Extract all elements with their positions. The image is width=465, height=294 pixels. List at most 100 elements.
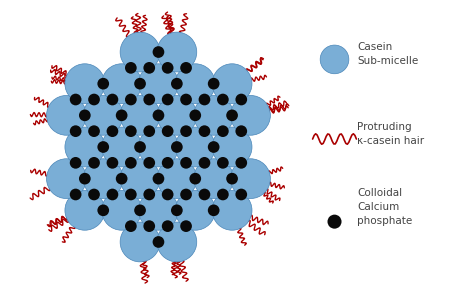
Circle shape [162,157,173,169]
Circle shape [120,159,160,198]
Circle shape [143,220,155,232]
Circle shape [120,96,160,135]
Circle shape [208,78,219,90]
Circle shape [175,127,215,167]
Circle shape [83,96,123,135]
Circle shape [70,125,81,137]
Circle shape [171,141,183,153]
Circle shape [194,159,233,198]
Circle shape [102,127,141,167]
Circle shape [97,141,109,153]
Circle shape [217,94,229,105]
Circle shape [180,62,192,74]
Circle shape [162,189,173,200]
Circle shape [153,236,164,248]
Circle shape [83,159,123,198]
Text: Protruding
κ-casein hair: Protruding κ-casein hair [358,122,425,146]
Circle shape [180,220,192,232]
Text: Colloidal
Calcium
phosphate: Colloidal Calcium phosphate [358,188,412,226]
Circle shape [79,173,91,185]
Circle shape [171,78,183,90]
Circle shape [217,189,229,200]
Circle shape [231,159,270,198]
Circle shape [199,189,210,200]
Circle shape [180,157,192,169]
Circle shape [125,189,137,200]
Circle shape [175,64,215,103]
Circle shape [139,64,179,103]
Circle shape [162,62,173,74]
Circle shape [143,157,155,169]
Circle shape [175,191,215,230]
Circle shape [116,109,127,121]
Circle shape [143,62,155,74]
Circle shape [46,159,86,198]
Circle shape [125,94,137,105]
Circle shape [235,157,247,169]
Circle shape [106,94,118,105]
Circle shape [199,157,210,169]
Circle shape [212,127,252,167]
Circle shape [88,157,100,169]
Circle shape [65,127,105,167]
Circle shape [212,191,252,230]
Circle shape [65,191,105,230]
Circle shape [125,157,137,169]
Circle shape [162,94,173,105]
Circle shape [143,125,155,137]
Circle shape [120,222,160,262]
Circle shape [102,64,141,103]
Circle shape [79,109,91,121]
Circle shape [125,62,137,74]
Circle shape [134,78,146,90]
Circle shape [199,125,210,137]
Circle shape [217,157,229,169]
Circle shape [125,220,137,232]
Circle shape [88,189,100,200]
Circle shape [134,141,146,153]
Circle shape [180,94,192,105]
Circle shape [157,159,197,198]
Circle shape [217,125,229,137]
Circle shape [171,204,183,216]
Circle shape [235,94,247,105]
Circle shape [189,109,201,121]
Circle shape [212,64,252,103]
Circle shape [157,32,197,72]
Text: Casein
Sub-micelle: Casein Sub-micelle [358,42,418,66]
Circle shape [208,204,219,216]
Circle shape [46,96,86,135]
Circle shape [70,157,81,169]
Circle shape [231,96,270,135]
Circle shape [157,96,197,135]
Circle shape [120,32,160,72]
Circle shape [180,125,192,137]
Circle shape [199,94,210,105]
Circle shape [162,220,173,232]
Circle shape [153,109,164,121]
Circle shape [106,189,118,200]
Circle shape [189,173,201,185]
Circle shape [235,125,247,137]
Circle shape [180,189,192,200]
Circle shape [125,125,137,137]
Circle shape [116,173,127,185]
Circle shape [143,189,155,200]
Circle shape [70,189,81,200]
Circle shape [143,94,155,105]
Circle shape [226,109,238,121]
Circle shape [157,222,197,262]
Circle shape [106,125,118,137]
Circle shape [153,46,164,58]
Circle shape [88,125,100,137]
Circle shape [208,141,219,153]
Circle shape [134,204,146,216]
Circle shape [97,78,109,90]
Circle shape [88,94,100,105]
Circle shape [139,127,179,167]
Circle shape [162,125,173,137]
Circle shape [106,157,118,169]
Circle shape [235,189,247,200]
Circle shape [139,191,179,230]
Circle shape [153,173,164,185]
